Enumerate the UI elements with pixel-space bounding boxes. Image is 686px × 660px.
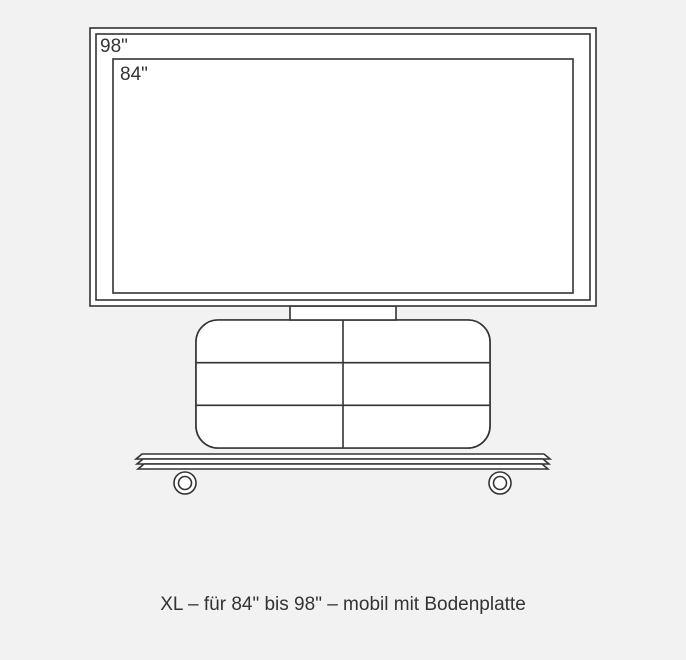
diagram-canvas: 98" 84" XL – für 84" bis 98" – mobil mit…	[0, 0, 686, 660]
outer-screen-size-label: 98"	[100, 36, 128, 58]
tv-stand-line-drawing	[0, 0, 686, 660]
inner-screen-size-label: 84"	[120, 64, 148, 86]
product-caption: XL – für 84" bis 98" – mobil mit Bodenpl…	[0, 594, 686, 616]
